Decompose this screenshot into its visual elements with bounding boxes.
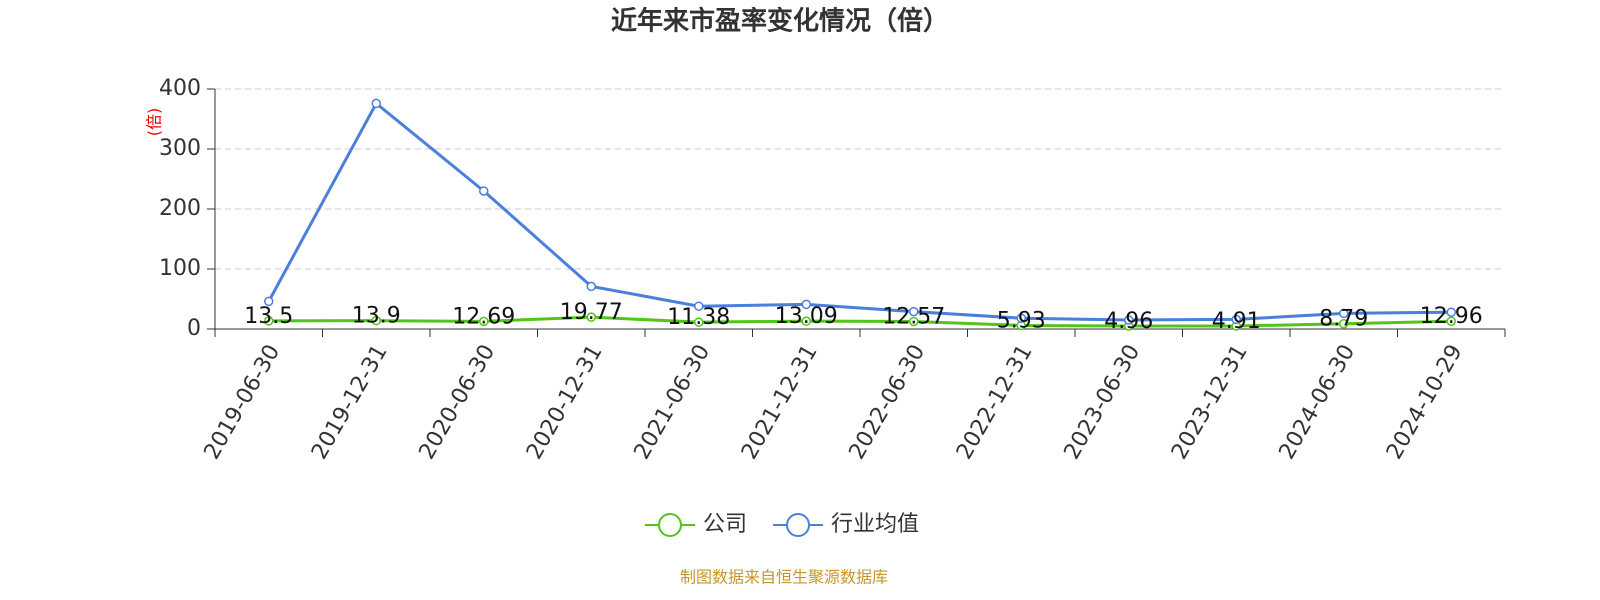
data-point <box>801 316 811 326</box>
x-tick-label: 2023-06-30 <box>1060 341 1146 464</box>
data-point <box>909 316 919 327</box>
legend-marker <box>786 513 811 537</box>
y-tick-label: 0 <box>187 316 201 341</box>
x-tick-label: 2024-10-29 <box>1382 341 1468 464</box>
x-tick-label: 2021-12-31 <box>737 341 823 464</box>
y-tick-label: 400 <box>159 76 201 101</box>
data-label: 13.09 <box>775 304 838 329</box>
x-tick-label: 2022-12-31 <box>952 341 1038 464</box>
data-point <box>371 98 381 109</box>
data-point <box>1446 307 1456 317</box>
chart-title: 近年来市盈率变化情况（倍） <box>611 6 949 37</box>
y-axis-label: (倍) <box>145 108 164 137</box>
data-point <box>1339 318 1349 329</box>
data-point <box>801 299 811 310</box>
x-tick-label: 2020-12-31 <box>522 341 608 464</box>
data-label: 4.96 <box>1104 309 1153 334</box>
series-line <box>267 101 1452 322</box>
source-note: 制图数据来自恒生聚源数据库 <box>680 568 888 587</box>
data-point <box>264 316 274 326</box>
data-point <box>586 281 596 292</box>
data-point <box>586 312 596 322</box>
y-tick-label: 200 <box>159 196 201 221</box>
data-point <box>694 317 704 327</box>
y-tick-label: 300 <box>159 136 201 161</box>
data-point <box>1124 315 1134 325</box>
data-label: 12.69 <box>452 304 515 329</box>
data-label: 4.91 <box>1212 309 1261 334</box>
data-point <box>1016 313 1026 323</box>
x-tick-label: 2019-12-31 <box>307 341 393 464</box>
data-point <box>264 296 274 307</box>
x-tick-label: 2021-06-30 <box>630 341 716 464</box>
data-point <box>909 306 919 317</box>
data-label: 11.38 <box>667 305 730 330</box>
data-point <box>1446 316 1456 326</box>
data-point <box>1339 308 1349 319</box>
data-label: 13.9 <box>352 304 401 329</box>
x-tick-label: 2019-06-30 <box>200 341 286 464</box>
data-point <box>1231 314 1241 325</box>
x-tick-label: 2023-12-31 <box>1167 341 1253 464</box>
data-point <box>371 315 381 326</box>
data-label: 12.57 <box>882 304 945 329</box>
x-tick-label: 2024-06-30 <box>1275 341 1361 464</box>
x-tick-label: 2022-06-30 <box>845 341 931 464</box>
legend-label: 公司 <box>703 512 747 537</box>
legend-marker <box>658 513 682 537</box>
y-tick-label: 100 <box>159 256 201 281</box>
data-point <box>479 186 489 196</box>
data-label: 12.96 <box>1420 304 1483 329</box>
data-label: 13.5 <box>244 304 293 329</box>
data-point <box>479 316 489 327</box>
data-label: 8.79 <box>1319 307 1368 332</box>
x-tick-label: 2020-06-30 <box>415 341 501 464</box>
data-label: 5.93 <box>997 308 1046 333</box>
data-point <box>694 301 704 311</box>
data-label: 19.77 <box>560 300 623 325</box>
legend-label: 行业均值 <box>831 512 919 537</box>
series-line <box>268 315 1452 328</box>
